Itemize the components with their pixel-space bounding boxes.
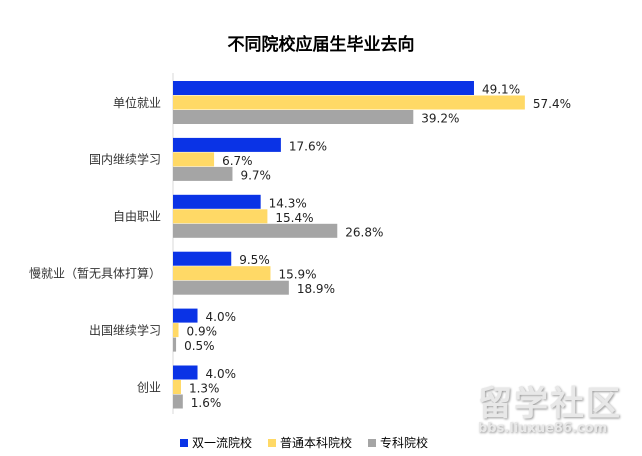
data-label: 49.1%: [482, 83, 520, 97]
data-label: 6.7%: [222, 154, 253, 168]
bar: [173, 137, 281, 152]
category-label: 出国继续学习: [89, 322, 161, 337]
category-label: 创业: [137, 380, 161, 394]
bar: [173, 152, 215, 167]
data-label: 1.6%: [191, 396, 222, 410]
legend-item: 专科院校: [368, 434, 428, 451]
bar: [173, 81, 474, 95]
category-label: 国内继续学习: [89, 152, 161, 167]
data-label: 4.0%: [206, 310, 237, 324]
bar: [173, 394, 183, 409]
data-label: 26.8%: [345, 225, 383, 239]
bar: [173, 337, 177, 352]
legend-label: 普通本科院校: [280, 436, 353, 450]
data-label: 0.5%: [184, 339, 215, 353]
legend-label: 专科院校: [380, 436, 429, 450]
bar: [173, 95, 525, 110]
bar: [173, 223, 338, 238]
legend-swatch: [180, 438, 188, 447]
bar: [173, 110, 414, 124]
bar: [173, 308, 198, 323]
legend-item: 双一流院校: [180, 434, 252, 451]
data-label: 15.9%: [278, 268, 316, 282]
bar: [173, 251, 232, 266]
bar: [173, 266, 271, 281]
bar: [173, 194, 261, 209]
data-label: 17.6%: [289, 139, 327, 153]
legend-item: 普通本科院校: [268, 434, 352, 451]
legend-swatch: [268, 438, 277, 447]
data-label: 4.0%: [206, 367, 237, 381]
data-label: 14.3%: [269, 196, 307, 210]
bar: [173, 380, 181, 394]
data-label: 39.2%: [421, 112, 459, 126]
legend-label: 双一流院校: [192, 436, 253, 450]
bar: [173, 209, 268, 224]
data-label: 1.3%: [189, 382, 220, 396]
category-label: 单位就业: [113, 95, 161, 110]
watermark-main: 留学社区: [478, 384, 622, 424]
legend-swatch: [368, 438, 377, 447]
data-label: 0.9%: [187, 325, 218, 339]
bar: [173, 365, 198, 380]
data-label: 18.9%: [297, 282, 335, 296]
watermark-sub: bbs.liuxue86.com: [478, 421, 608, 436]
category-label: 自由职业: [113, 210, 161, 224]
data-label: 9.5%: [239, 253, 269, 267]
chart-title: 不同院校应届生毕业去向: [227, 35, 415, 55]
data-label: 9.7%: [240, 168, 271, 182]
bar: [173, 280, 289, 295]
bar: [173, 166, 233, 181]
data-label: 57.4%: [533, 97, 571, 111]
legend: 双一流院校 普通本科院校 专科院校: [180, 434, 428, 451]
watermark: 留学社区 bbs.liuxue86.com: [478, 386, 622, 436]
category-label: 慢就业（暂无具体打算）: [29, 265, 161, 280]
bar: [173, 323, 179, 338]
data-label: 15.4%: [275, 211, 313, 225]
